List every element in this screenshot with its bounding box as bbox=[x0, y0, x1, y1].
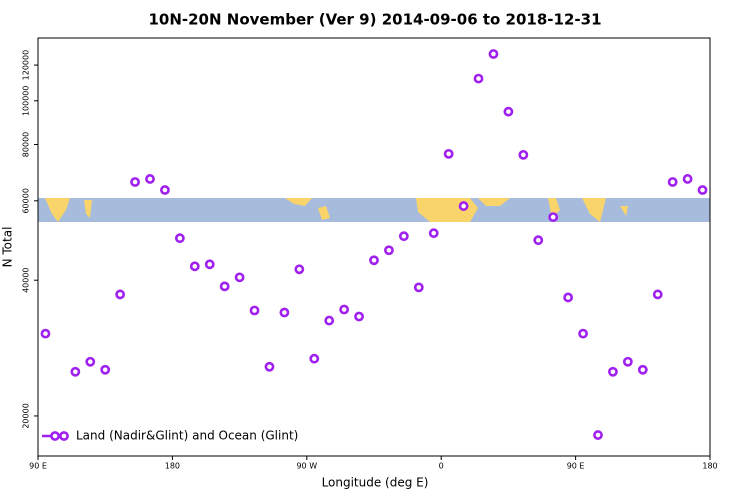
data-point bbox=[563, 292, 574, 303]
y-tick-label: 80000 bbox=[22, 132, 31, 157]
data-point bbox=[70, 366, 81, 377]
y-tick-label: 40000 bbox=[22, 267, 31, 292]
data-point bbox=[160, 185, 170, 195]
data-point bbox=[145, 174, 155, 184]
data-point bbox=[652, 289, 663, 300]
data-point bbox=[219, 281, 230, 292]
data-point bbox=[264, 361, 275, 372]
data-point bbox=[115, 289, 126, 300]
data-point bbox=[503, 106, 514, 117]
y-tick-label: 100000 bbox=[22, 86, 31, 117]
data-point bbox=[428, 228, 439, 239]
data-point bbox=[369, 255, 379, 266]
data-point bbox=[443, 148, 454, 159]
plot-frame bbox=[37, 37, 711, 457]
x-tick-label: 180 bbox=[165, 462, 180, 471]
data-point bbox=[637, 364, 648, 375]
data-point bbox=[593, 430, 603, 440]
data-point bbox=[324, 315, 335, 326]
data-point bbox=[174, 233, 185, 244]
data-point bbox=[309, 353, 320, 364]
data-point bbox=[40, 328, 51, 339]
data-point bbox=[667, 177, 678, 187]
x-axis-label: Longitude (deg E) bbox=[322, 476, 429, 490]
data-point bbox=[682, 174, 693, 184]
data-point bbox=[622, 356, 633, 367]
data-point bbox=[204, 259, 215, 270]
data-point bbox=[533, 235, 544, 246]
y-axis-label: N Total bbox=[1, 227, 15, 268]
data-point bbox=[234, 272, 245, 283]
x-tick-label: 90 E bbox=[567, 462, 585, 471]
y-tick-label: 20000 bbox=[22, 403, 31, 428]
data-point bbox=[473, 73, 484, 84]
data-point bbox=[518, 149, 529, 160]
data-point bbox=[398, 231, 409, 242]
chart-title: 10N-20N November (Ver 9) 2014-09-06 to 2… bbox=[148, 11, 601, 29]
x-tick-label: 90 W bbox=[296, 462, 317, 471]
data-point bbox=[548, 212, 559, 223]
data-point bbox=[413, 282, 424, 293]
data-point bbox=[189, 261, 200, 272]
data-point bbox=[339, 304, 350, 315]
data-point bbox=[279, 307, 290, 318]
x-tick-label: 90 E bbox=[29, 462, 47, 471]
x-tick-label: 0 bbox=[439, 462, 444, 471]
data-point bbox=[384, 245, 394, 256]
legend-marker bbox=[50, 431, 60, 441]
data-point bbox=[85, 356, 96, 367]
data-point bbox=[100, 364, 111, 375]
data-point bbox=[608, 366, 618, 377]
data-point bbox=[697, 185, 708, 195]
legend-marker bbox=[59, 431, 69, 441]
data-point bbox=[488, 49, 499, 59]
data-point bbox=[354, 311, 364, 322]
y-tick-label: 120000 bbox=[22, 50, 31, 81]
legend-label: Land (Nadir&Glint) and Ocean (Glint) bbox=[76, 429, 298, 443]
data-point bbox=[294, 264, 305, 275]
data-point bbox=[458, 201, 469, 211]
data-point bbox=[578, 328, 588, 339]
x-tick-label: 180 bbox=[702, 462, 717, 471]
y-tick-label: 60000 bbox=[22, 188, 31, 213]
data-point bbox=[130, 177, 140, 187]
data-point bbox=[249, 305, 260, 316]
map-strip bbox=[38, 198, 710, 222]
